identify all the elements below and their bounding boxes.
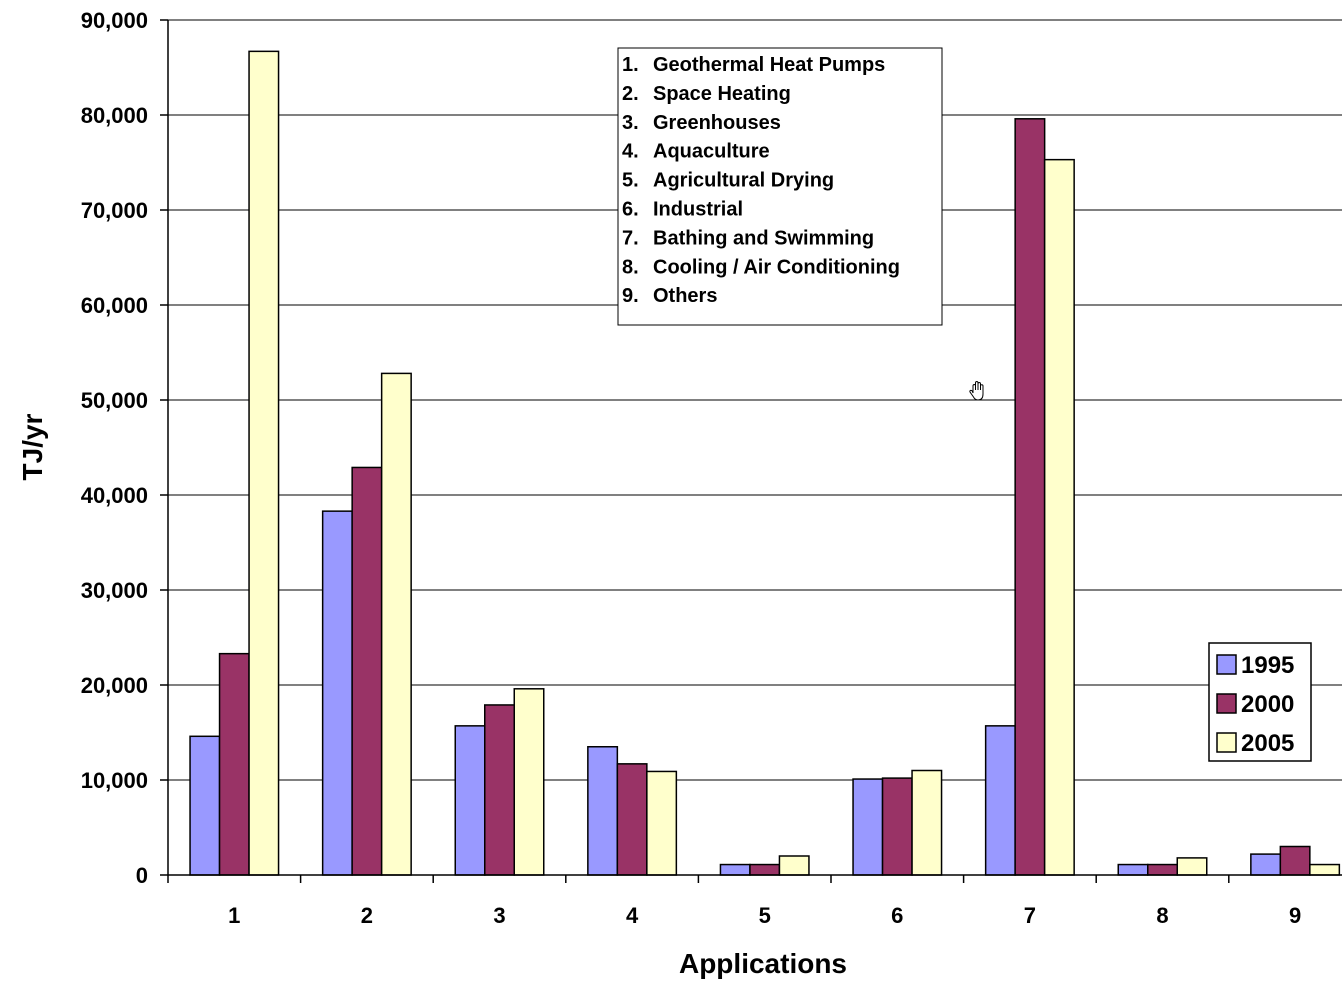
application-number: 7. xyxy=(622,227,639,249)
application-label: Bathing and Swimming xyxy=(653,227,874,249)
bar-2000-4 xyxy=(616,763,648,876)
bar-2005-6 xyxy=(911,769,943,876)
application-label: Agricultural Drying xyxy=(653,170,834,192)
y-tick-label: 90,000 xyxy=(81,8,148,33)
x-tick-label: 3 xyxy=(493,903,505,928)
bar-1995-5 xyxy=(719,863,751,876)
bar-1995-7 xyxy=(984,725,1016,876)
y-tick-label: 60,000 xyxy=(81,293,148,318)
legend-swatch-2000 xyxy=(1216,693,1237,714)
application-number: 1. xyxy=(622,54,639,76)
bar-2005-4 xyxy=(646,770,678,876)
legend: 1995 2000 2005 xyxy=(1208,642,1312,762)
y-tick-label: 20,000 xyxy=(81,673,148,698)
bar-2000-5 xyxy=(749,863,781,876)
legend-label-2000: 2000 xyxy=(1241,691,1294,718)
legend-swatch-2005 xyxy=(1216,732,1237,753)
bars xyxy=(189,50,1341,876)
bar-2000-2 xyxy=(351,466,383,876)
bar-2005-1 xyxy=(248,50,280,876)
application-label: Cooling / Air Conditioning xyxy=(653,256,900,278)
bar-1995-1 xyxy=(189,735,221,876)
x-tick-label: 9 xyxy=(1289,903,1301,928)
bar-2000-7 xyxy=(1014,118,1046,876)
applications-box: 1. Geothermal Heat Pumps 2. Space Heating 3.… xyxy=(617,47,943,326)
application-label: Others xyxy=(653,285,717,307)
bar-2005-8 xyxy=(1176,857,1208,876)
bar-2005-7 xyxy=(1043,158,1075,876)
application-label: Greenhouses xyxy=(653,112,781,134)
bar-2000-8 xyxy=(1147,863,1178,876)
application-number: 5. xyxy=(622,170,639,192)
y-axis-title: TJ/yr xyxy=(17,413,48,480)
bar-2005-9 xyxy=(1309,863,1341,876)
application-label: Aquaculture xyxy=(653,141,770,163)
bar-1995-8 xyxy=(1117,863,1149,876)
bar-1995-3 xyxy=(454,725,486,876)
application-number: 8. xyxy=(622,256,639,278)
x-tick-label: 7 xyxy=(1024,903,1036,928)
application-number: 6. xyxy=(622,199,639,221)
x-tick-label: 4 xyxy=(626,903,639,928)
legend-label-2005: 2005 xyxy=(1241,730,1294,757)
x-axis-title: Applications xyxy=(679,948,847,979)
y-tick-label: 10,000 xyxy=(81,768,148,793)
y-tick-label: 80,000 xyxy=(81,103,148,128)
application-number: 9. xyxy=(622,285,639,307)
application-number: 3. xyxy=(622,112,639,134)
x-tick-label: 5 xyxy=(759,903,771,928)
applications-box-frame xyxy=(617,47,943,326)
y-tick-label: 30,000 xyxy=(81,578,148,603)
bar-2005-2 xyxy=(380,372,412,876)
application-label: Geothermal Heat Pumps xyxy=(653,54,885,76)
legend-label-1995: 1995 xyxy=(1241,652,1294,679)
bar-2000-1 xyxy=(218,652,250,876)
bar-1995-2 xyxy=(321,510,353,876)
bar-2000-3 xyxy=(484,704,515,876)
y-tick-label: 50,000 xyxy=(81,388,148,413)
y-tick-label: 70,000 xyxy=(81,198,148,223)
application-number: 4. xyxy=(622,141,639,163)
bar-2000-6 xyxy=(881,777,913,876)
x-tick-label: 2 xyxy=(361,903,373,928)
y-tick-label: 0 xyxy=(136,863,148,888)
application-number: 2. xyxy=(622,83,639,105)
legend-swatch-1995 xyxy=(1216,654,1237,675)
application-label: Industrial xyxy=(653,199,743,221)
bar-1995-4 xyxy=(587,746,619,876)
application-label: Space Heating xyxy=(653,83,791,105)
bar-1995-6 xyxy=(852,778,884,876)
hand-cursor-icon xyxy=(969,380,984,401)
bar-2000-9 xyxy=(1279,845,1311,876)
y-tick-labels: 0 10,000 20,000 30,000 40,000 50,000 60,000 70,… xyxy=(81,8,148,888)
y-tick-label: 40,000 xyxy=(81,483,148,508)
bar-2005-5 xyxy=(778,855,810,876)
x-tick-label: 6 xyxy=(891,903,903,928)
x-tick-label: 8 xyxy=(1156,903,1168,928)
x-tick-labels: 1 2 3 4 5 6 7 8 9 xyxy=(228,903,1301,928)
bar-2005-3 xyxy=(513,688,545,876)
x-tick-label: 1 xyxy=(228,903,240,928)
bar-1995-9 xyxy=(1250,853,1282,876)
axes xyxy=(160,19,1342,883)
